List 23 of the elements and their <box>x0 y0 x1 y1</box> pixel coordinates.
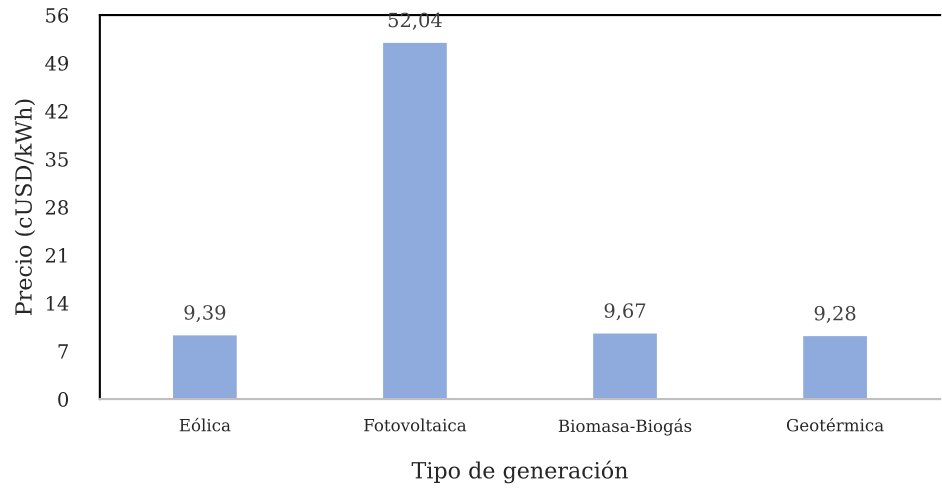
x-axis-title: Tipo de generación <box>412 460 628 484</box>
bar <box>382 42 448 400</box>
bar <box>592 332 658 400</box>
data-label: 52,04 <box>388 12 442 30</box>
data-label: 9,39 <box>184 305 226 322</box>
x-tick-label: Geotérmica <box>786 418 884 432</box>
data-label: 9,67 <box>604 303 646 320</box>
y-tick-label: 49 <box>45 56 68 71</box>
y-tick-label: 7 <box>58 344 68 358</box>
x-tick-label: Fotovoltaica <box>364 418 466 432</box>
y-tick-label: 0 <box>58 392 68 407</box>
y-axis-title: Precio (cUSD/kWh) <box>14 100 36 316</box>
x-tick-label: Eólica <box>180 418 230 432</box>
y-tick-label: 21 <box>46 248 67 262</box>
bar <box>172 334 238 400</box>
y-tick-label: 42 <box>45 104 68 118</box>
y-tick-label: 14 <box>46 296 68 310</box>
bar <box>802 334 868 400</box>
y-tick-label: 35 <box>46 152 68 167</box>
y-tick-label: 28 <box>46 200 68 215</box>
data-label: 9,28 <box>814 306 856 323</box>
x-tick-label: Biomasa-Biogás <box>558 418 692 436</box>
y-tick-label: 56 <box>46 8 68 23</box>
